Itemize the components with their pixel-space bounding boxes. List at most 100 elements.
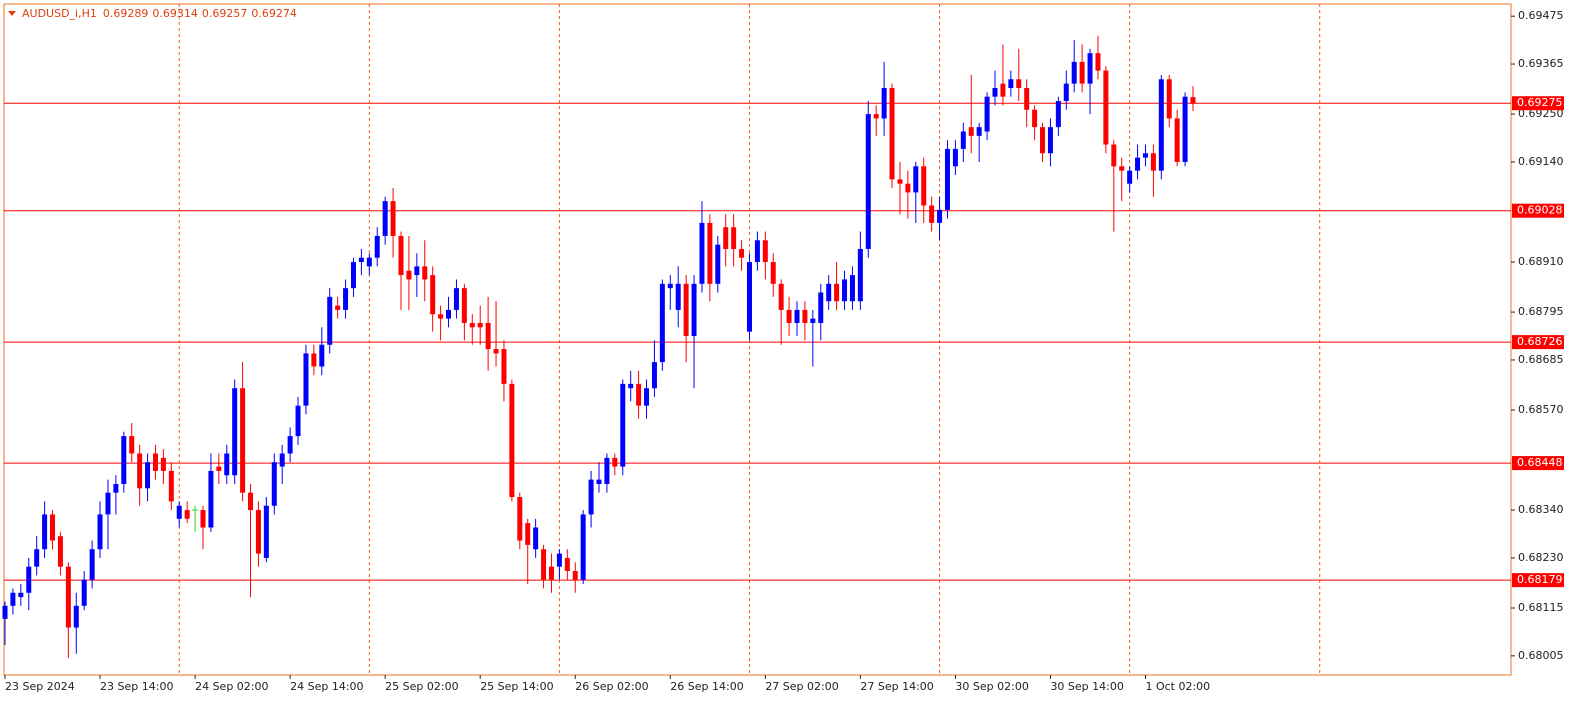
candle-body <box>1119 166 1125 171</box>
candle-body <box>1158 79 1164 171</box>
candle-body <box>1135 157 1141 171</box>
level-tag <box>1512 96 1564 111</box>
candle-body <box>794 309 800 323</box>
candle-body <box>723 227 729 249</box>
header-close: 0.69274 <box>251 7 297 20</box>
candle-body <box>1087 53 1093 84</box>
candle-body <box>842 279 848 302</box>
candle-body <box>810 318 816 323</box>
candle-body <box>865 114 871 249</box>
candle-body <box>659 283 665 363</box>
level-label: 0.69275 <box>1517 96 1563 109</box>
candle-body <box>691 283 697 337</box>
candle-body <box>754 240 760 263</box>
x-tick-label: 24 Sep 14:00 <box>290 680 363 693</box>
y-tick-label: 0.68115 <box>1518 601 1564 614</box>
candle-body <box>675 283 681 310</box>
candle-body <box>160 457 166 471</box>
candle-body <box>802 309 808 323</box>
candle-body <box>18 592 24 598</box>
x-tick-label: 26 Sep 02:00 <box>575 680 648 693</box>
candle-body <box>612 457 618 467</box>
candle-body <box>1032 109 1038 128</box>
candle-body <box>580 514 586 580</box>
candle-body <box>881 87 887 119</box>
candle-body <box>50 514 56 541</box>
candle-body <box>556 553 562 567</box>
candle-body <box>73 605 79 628</box>
header-open: 0.69289 <box>103 7 149 20</box>
x-tick-label: 24 Sep 02:00 <box>195 680 268 693</box>
candle-body <box>145 462 151 489</box>
candle-body <box>224 453 230 476</box>
y-tick-label: 0.69140 <box>1518 155 1564 168</box>
candle-body <box>1182 96 1188 162</box>
level-tag <box>1512 456 1564 471</box>
candle-body <box>446 309 452 319</box>
candle-body <box>105 492 111 515</box>
candle-body <box>453 288 459 310</box>
candle-body <box>176 505 182 519</box>
candle-body <box>501 349 507 384</box>
candle-body <box>97 514 103 550</box>
candle-body <box>1127 170 1133 184</box>
candle-body <box>572 570 578 580</box>
candle-body <box>921 166 927 206</box>
candle-body <box>335 305 341 310</box>
candle-body <box>525 523 531 545</box>
level-label: 0.68179 <box>1517 573 1563 586</box>
x-tick-label: 30 Sep 02:00 <box>955 680 1028 693</box>
candle-body <box>596 479 602 484</box>
candle-body <box>42 514 48 550</box>
candle-body <box>1040 127 1046 154</box>
y-tick-label: 0.68570 <box>1518 403 1564 416</box>
candle-body <box>271 462 277 506</box>
level-tag <box>1512 573 1564 588</box>
candle-body <box>952 148 958 167</box>
x-tick-label: 27 Sep 14:00 <box>860 680 933 693</box>
candle-body <box>2 605 8 619</box>
candle-body <box>937 209 943 223</box>
candle-body <box>232 388 238 476</box>
candle-body <box>168 470 174 502</box>
candle-body <box>770 262 776 284</box>
candle-body <box>485 322 491 350</box>
candle-body <box>762 240 768 263</box>
candle-body <box>667 283 673 289</box>
candle-body <box>564 557 570 571</box>
candle-body <box>152 453 158 471</box>
candle-body <box>818 292 824 323</box>
candle-body <box>350 262 356 289</box>
candle-body <box>897 179 903 184</box>
x-tick-label: 27 Sep 02:00 <box>765 680 838 693</box>
candle-body <box>34 549 40 567</box>
candle-body <box>129 436 135 454</box>
level-label: 0.68726 <box>1517 335 1563 348</box>
candle-body <box>343 288 349 310</box>
candle-body <box>255 510 261 554</box>
x-tick-label: 25 Sep 02:00 <box>385 680 458 693</box>
candle-body <box>1008 79 1014 88</box>
candle-body <box>1024 87 1030 110</box>
candle-body <box>944 148 950 210</box>
candle-body <box>248 492 254 511</box>
chart-title: AUDUSD_i,H1 <box>22 7 97 20</box>
y-tick-label: 0.68340 <box>1518 503 1564 516</box>
candle-body <box>1150 153 1156 171</box>
candle-body <box>984 96 990 132</box>
candle-body <box>644 388 650 406</box>
x-tick-label: 23 Sep 2024 <box>5 680 75 693</box>
candle-body <box>374 235 380 258</box>
candle-body <box>636 383 642 406</box>
candle-body <box>279 453 285 467</box>
candle-body <box>1142 153 1148 158</box>
candle-body <box>477 322 483 328</box>
candle-body <box>81 579 87 606</box>
candle-body <box>731 227 737 249</box>
y-tick-label: 0.68685 <box>1518 353 1564 366</box>
candle-body <box>303 353 309 406</box>
candle-body <box>651 362 657 389</box>
level-label: 0.69028 <box>1517 204 1563 217</box>
